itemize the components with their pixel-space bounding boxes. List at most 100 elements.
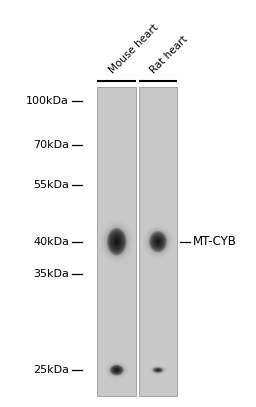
Ellipse shape xyxy=(116,370,118,371)
Ellipse shape xyxy=(147,230,169,254)
Ellipse shape xyxy=(114,368,120,372)
Ellipse shape xyxy=(152,234,164,249)
Ellipse shape xyxy=(149,232,167,252)
Ellipse shape xyxy=(157,240,159,243)
Ellipse shape xyxy=(151,234,165,249)
Ellipse shape xyxy=(154,368,162,372)
Ellipse shape xyxy=(153,368,164,373)
Ellipse shape xyxy=(111,366,122,374)
Ellipse shape xyxy=(114,239,119,245)
Text: 100kDa: 100kDa xyxy=(26,96,69,106)
Text: 40kDa: 40kDa xyxy=(33,236,69,247)
Text: MT-CYB: MT-CYB xyxy=(193,235,236,248)
Ellipse shape xyxy=(111,235,122,249)
Ellipse shape xyxy=(155,368,161,372)
Ellipse shape xyxy=(157,241,159,243)
Ellipse shape xyxy=(153,236,163,247)
Ellipse shape xyxy=(113,368,121,373)
Ellipse shape xyxy=(111,234,123,250)
Ellipse shape xyxy=(111,233,123,250)
Text: 25kDa: 25kDa xyxy=(33,365,69,375)
Text: Mouse heart: Mouse heart xyxy=(107,22,160,75)
Ellipse shape xyxy=(145,228,171,256)
Ellipse shape xyxy=(115,369,119,372)
Ellipse shape xyxy=(115,369,118,371)
Ellipse shape xyxy=(149,231,167,252)
Ellipse shape xyxy=(106,227,128,256)
Ellipse shape xyxy=(150,233,166,251)
Ellipse shape xyxy=(150,232,166,251)
Ellipse shape xyxy=(108,364,125,376)
Ellipse shape xyxy=(111,234,122,249)
Ellipse shape xyxy=(153,368,163,373)
Ellipse shape xyxy=(146,228,170,255)
Ellipse shape xyxy=(155,368,161,372)
Ellipse shape xyxy=(113,236,121,247)
Ellipse shape xyxy=(110,365,123,375)
Ellipse shape xyxy=(112,235,121,248)
Ellipse shape xyxy=(111,366,122,374)
Ellipse shape xyxy=(156,239,161,244)
Ellipse shape xyxy=(155,368,161,372)
Ellipse shape xyxy=(150,232,167,251)
Ellipse shape xyxy=(157,369,159,371)
Ellipse shape xyxy=(114,368,119,372)
Ellipse shape xyxy=(108,230,126,254)
Ellipse shape xyxy=(153,368,163,372)
Ellipse shape xyxy=(108,364,125,376)
Ellipse shape xyxy=(154,368,163,372)
Ellipse shape xyxy=(106,228,127,256)
Ellipse shape xyxy=(112,234,122,249)
Ellipse shape xyxy=(114,238,119,245)
Ellipse shape xyxy=(157,241,159,242)
Ellipse shape xyxy=(155,239,161,245)
Text: Rat heart: Rat heart xyxy=(148,34,190,75)
Ellipse shape xyxy=(153,235,163,248)
Ellipse shape xyxy=(156,369,160,371)
Ellipse shape xyxy=(155,238,161,245)
Ellipse shape xyxy=(156,369,160,371)
Ellipse shape xyxy=(155,369,161,372)
Ellipse shape xyxy=(107,229,126,254)
Ellipse shape xyxy=(113,368,120,372)
Ellipse shape xyxy=(154,368,162,372)
Ellipse shape xyxy=(157,240,159,243)
Ellipse shape xyxy=(116,370,118,371)
Ellipse shape xyxy=(157,370,159,371)
Ellipse shape xyxy=(156,240,160,243)
Ellipse shape xyxy=(113,367,120,373)
Ellipse shape xyxy=(154,237,162,246)
Ellipse shape xyxy=(104,225,130,258)
Ellipse shape xyxy=(115,369,118,371)
Bar xyxy=(139,87,177,396)
Ellipse shape xyxy=(113,237,120,246)
Ellipse shape xyxy=(152,235,164,248)
Ellipse shape xyxy=(156,369,160,371)
Ellipse shape xyxy=(115,240,118,243)
Ellipse shape xyxy=(103,224,130,260)
Ellipse shape xyxy=(155,238,161,245)
Ellipse shape xyxy=(113,237,120,246)
Ellipse shape xyxy=(108,231,125,253)
Ellipse shape xyxy=(151,234,165,250)
Ellipse shape xyxy=(111,366,122,374)
Ellipse shape xyxy=(156,369,160,371)
Ellipse shape xyxy=(109,364,125,376)
Ellipse shape xyxy=(108,229,126,254)
Ellipse shape xyxy=(154,238,162,246)
Ellipse shape xyxy=(109,365,124,376)
Ellipse shape xyxy=(154,368,162,372)
Ellipse shape xyxy=(154,236,162,247)
Ellipse shape xyxy=(114,368,119,372)
Ellipse shape xyxy=(109,364,125,376)
Ellipse shape xyxy=(110,365,124,376)
Ellipse shape xyxy=(153,236,163,247)
Ellipse shape xyxy=(154,368,162,372)
Ellipse shape xyxy=(114,368,120,372)
Ellipse shape xyxy=(113,367,121,373)
Ellipse shape xyxy=(113,368,120,373)
Ellipse shape xyxy=(157,369,159,371)
Ellipse shape xyxy=(109,231,125,252)
Ellipse shape xyxy=(112,367,121,374)
Ellipse shape xyxy=(114,368,119,372)
